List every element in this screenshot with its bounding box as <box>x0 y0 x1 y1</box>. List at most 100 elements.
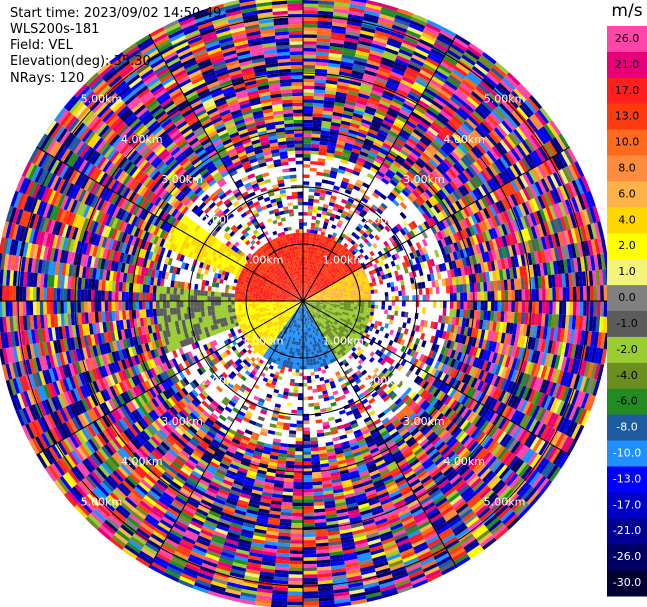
velocity-gate <box>403 328 409 335</box>
velocity-gate <box>313 250 317 255</box>
velocity-gate <box>327 265 331 270</box>
velocity-gate <box>312 474 322 479</box>
velocity-gate <box>481 100 494 113</box>
velocity-gate <box>498 102 512 116</box>
velocity-gate <box>390 71 404 80</box>
velocity-gate <box>514 289 519 301</box>
velocity-gate <box>344 170 352 177</box>
velocity-gate <box>307 281 310 285</box>
velocity-gate <box>363 307 368 312</box>
velocity-gate <box>480 291 485 301</box>
velocity-gate <box>326 237 331 242</box>
velocity-gate <box>508 113 521 127</box>
velocity-gate <box>382 119 394 128</box>
velocity-gate <box>303 553 317 558</box>
velocity-gate <box>325 273 330 277</box>
velocity-gate <box>303 427 310 431</box>
velocity-gate <box>518 124 530 139</box>
velocity-gate <box>343 40 358 47</box>
velocity-gate <box>314 262 318 266</box>
velocity-gate <box>483 136 495 149</box>
velocity-gate <box>306 260 310 264</box>
velocity-gate <box>339 253 345 258</box>
velocity-gate <box>319 281 324 285</box>
velocity-gate <box>486 310 491 321</box>
velocity-gate <box>315 237 320 242</box>
velocity-gate <box>311 292 315 295</box>
velocity-gate <box>494 301 498 312</box>
velocity-gate <box>334 267 339 272</box>
velocity-gate <box>507 301 512 312</box>
velocity-gate <box>306 362 310 366</box>
velocity-gate <box>347 90 359 97</box>
velocity-gate <box>473 63 489 76</box>
velocity-gate <box>291 523 303 527</box>
velocity-gate <box>336 246 342 252</box>
velocity-gate <box>288 570 303 575</box>
velocity-gate <box>303 464 312 469</box>
velocity-gate <box>390 286 395 292</box>
velocity-gate <box>486 133 497 146</box>
velocity-gate <box>384 332 390 339</box>
velocity-gate <box>354 234 361 240</box>
velocity-gate <box>473 88 487 101</box>
velocity-gate <box>308 289 311 293</box>
velocity-gate <box>343 262 349 267</box>
velocity-gate <box>419 96 432 106</box>
velocity-gate <box>327 66 340 72</box>
velocity-gate <box>294 458 303 462</box>
velocity-gate <box>499 79 514 93</box>
velocity-gate <box>396 115 408 124</box>
velocity-gate <box>299 365 303 370</box>
velocity-gate <box>393 18 410 27</box>
velocity-gate <box>323 243 328 248</box>
velocity-gate <box>351 148 361 155</box>
velocity-gate <box>408 60 423 70</box>
velocity-gate <box>288 392 294 397</box>
velocity-gate <box>379 148 389 156</box>
velocity-gate <box>341 180 349 187</box>
velocity-gate <box>403 267 409 274</box>
velocity-gate <box>403 186 412 195</box>
velocity-gate <box>439 110 452 121</box>
velocity-gate <box>378 129 389 137</box>
velocity-gate <box>515 85 530 100</box>
velocity-gate <box>362 206 370 213</box>
velocity-gate <box>342 113 353 120</box>
velocity-gate <box>312 283 316 288</box>
velocity-gate <box>292 492 303 496</box>
velocity-gate <box>504 290 509 301</box>
velocity-gate <box>369 286 374 291</box>
velocity-gate <box>311 287 315 291</box>
velocity-gate <box>358 188 367 195</box>
velocity-gate <box>381 93 394 101</box>
velocity-gate <box>312 240 316 245</box>
velocity-gate <box>363 112 375 119</box>
velocity-gate <box>311 137 321 142</box>
velocity-gate <box>430 184 439 194</box>
velocity-gate <box>303 109 313 114</box>
velocity-gate <box>417 140 428 150</box>
velocity-gate <box>308 403 315 407</box>
velocity-gate <box>306 267 309 271</box>
velocity-gate <box>356 99 368 106</box>
velocity-gate <box>524 99 537 114</box>
velocity-gate <box>305 296 309 299</box>
velocity-gate <box>305 295 308 299</box>
velocity-gate <box>426 175 436 185</box>
velocity-gate <box>350 119 362 126</box>
velocity-gate <box>320 264 324 269</box>
velocity-gate <box>332 206 339 212</box>
velocity-gate <box>427 54 442 65</box>
velocity-gate <box>468 93 482 106</box>
velocity-gate <box>308 295 312 298</box>
velocity-gate <box>407 194 415 203</box>
velocity-gate <box>306 280 309 285</box>
velocity-gate <box>304 291 307 295</box>
velocity-gate <box>489 112 502 125</box>
velocity-gate <box>330 213 337 218</box>
velocity-gate <box>318 10 334 16</box>
velocity-gate <box>305 352 309 356</box>
velocity-gate <box>453 90 467 102</box>
velocity-gate <box>384 323 389 329</box>
